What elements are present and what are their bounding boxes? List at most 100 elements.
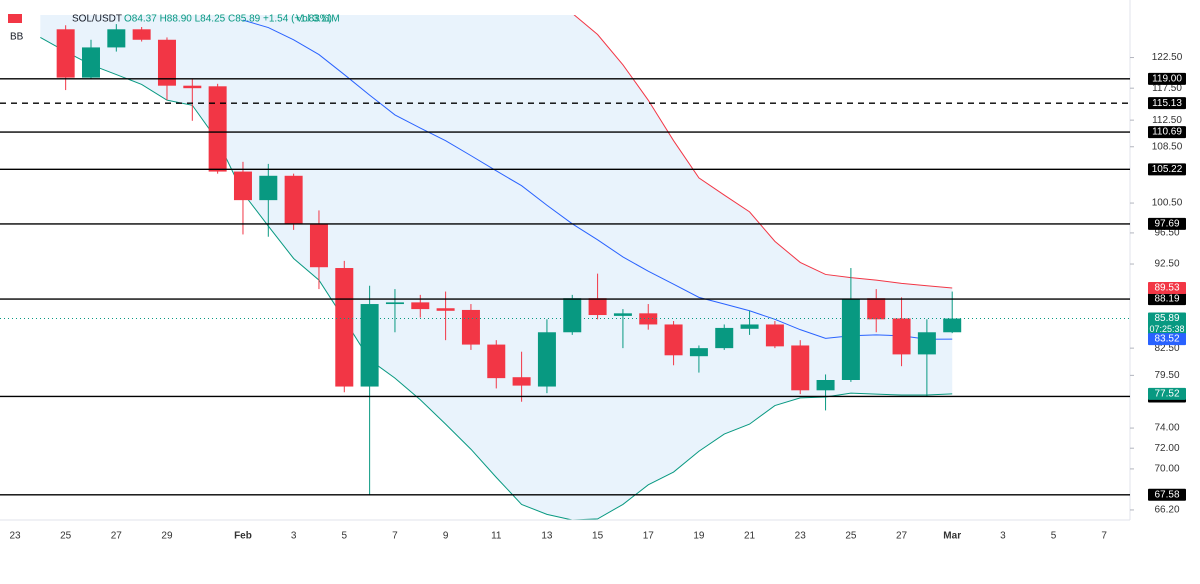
y-tick-label: 66.20	[1154, 505, 1179, 516]
y-tick-label: 74.00	[1154, 423, 1179, 434]
x-tick-label: 25	[60, 531, 72, 542]
level-badge	[1148, 72, 1186, 85]
y-tick-label: 70.00	[1154, 464, 1179, 475]
x-tick-label: 27	[111, 531, 123, 542]
y-tick-label: 117.50	[1152, 83, 1182, 94]
ohlc-text: O84.37 H88.90 L84.25 C85.89 +1.54 (+1.83…	[124, 14, 332, 25]
x-tick-label: 23	[9, 531, 21, 542]
price-badge-label: 85.89	[1154, 313, 1179, 324]
y-tick-label: 96.50	[1154, 228, 1179, 239]
x-tick-label: 21	[744, 531, 756, 542]
y-tick-label: 79.50	[1154, 370, 1179, 381]
x-tick-label: Mar	[943, 531, 961, 542]
level-label: 119.00	[1152, 73, 1182, 84]
y-tick-label: 100.50	[1152, 198, 1183, 209]
level-label: 115.13	[1152, 98, 1182, 109]
level-label: 105.22	[1152, 164, 1183, 175]
candle-body	[183, 85, 202, 89]
candle-body	[867, 298, 886, 320]
volume-text: Vol 3.11M	[296, 14, 340, 25]
candle-body	[284, 175, 303, 224]
candle-body	[208, 86, 227, 172]
level-badge	[1148, 163, 1186, 176]
x-tick-label: 15	[592, 531, 604, 542]
candle-body	[385, 302, 404, 305]
candle-body	[157, 39, 176, 86]
level-badge	[1148, 488, 1186, 501]
overlay: SOL/USDT O84.37 H88.90 L84.25 C85.89 +1.…	[8, 14, 340, 43]
band-fill	[40, 15, 953, 520]
x-tick-label: 17	[643, 531, 655, 542]
level-label: 67.58	[1154, 489, 1179, 500]
candle-body	[259, 175, 278, 201]
y-tick-label: 92.50	[1154, 259, 1179, 270]
candle-body	[107, 29, 126, 48]
candle-body	[233, 171, 252, 201]
band-line	[573, 15, 953, 289]
candle-body	[360, 304, 379, 387]
candle-body	[563, 298, 582, 333]
candle-body	[765, 324, 784, 347]
x-tick-label: 19	[693, 531, 705, 542]
candle-body	[664, 324, 683, 356]
price-badge-label: 77.52	[1154, 389, 1179, 400]
candle-body	[309, 223, 328, 268]
price-badge	[1148, 333, 1186, 346]
candle-body	[512, 377, 531, 386]
candle-body	[436, 308, 455, 311]
x-tick-label: 7	[1101, 531, 1107, 542]
candle-body	[461, 309, 480, 345]
y-tick-label: 112.50	[1152, 115, 1182, 126]
price-badge-label: 83.52	[1154, 334, 1179, 345]
candle-body	[537, 332, 556, 387]
candle-body	[791, 345, 810, 391]
x-tick-label: 3	[1000, 531, 1006, 542]
price-badge	[1148, 312, 1186, 337]
y-tick-label: 72.00	[1154, 443, 1179, 454]
level-badge	[1148, 97, 1186, 110]
candle-body	[715, 327, 734, 349]
level-label: 88.19	[1154, 294, 1179, 305]
x-tick-label: 3	[291, 531, 297, 542]
band-line	[242, 19, 953, 340]
indicator-text: BB	[10, 32, 24, 43]
level-badge	[1148, 126, 1186, 139]
x-tick-label: 5	[1051, 531, 1057, 542]
level-label: 110.69	[1152, 127, 1182, 138]
x-tick-label: 25	[845, 531, 857, 542]
candle-body	[892, 318, 911, 355]
x-tick-label: 29	[161, 531, 173, 542]
price-badge-sublabel: 07:25:38	[1149, 324, 1184, 334]
candle-body	[487, 344, 506, 379]
x-tick-label: 23	[795, 531, 807, 542]
x-tick-label: 27	[896, 531, 908, 542]
x-tick-label: Feb	[234, 531, 252, 542]
candle-body	[613, 313, 632, 316]
y-tick-label: 82.50	[1154, 343, 1179, 354]
price-badge	[1148, 387, 1186, 400]
x-tick-label: 11	[491, 531, 502, 542]
candle-body	[816, 380, 835, 391]
x-tick-label: 7	[392, 531, 398, 542]
symbol-title: SOL/USDT	[72, 14, 122, 25]
candle-body	[917, 332, 936, 355]
candle-body	[132, 29, 151, 40]
candle-body	[335, 268, 354, 387]
candle-body	[81, 47, 100, 78]
symbol-icon	[8, 14, 22, 23]
candle-body	[588, 298, 607, 316]
candle-body	[740, 324, 759, 329]
candle-body	[841, 299, 860, 381]
level-badge	[1148, 217, 1186, 230]
y-tick-label: 108.50	[1152, 141, 1183, 152]
candle-body	[56, 29, 75, 78]
level-badge	[1148, 293, 1186, 306]
plot-area	[0, 15, 1130, 520]
x-tick-label: 9	[443, 531, 449, 542]
x-tick-label: 13	[541, 531, 553, 542]
candle-body	[411, 302, 430, 310]
price-badge-label: 89.53	[1154, 283, 1179, 294]
candle-body	[689, 348, 708, 357]
